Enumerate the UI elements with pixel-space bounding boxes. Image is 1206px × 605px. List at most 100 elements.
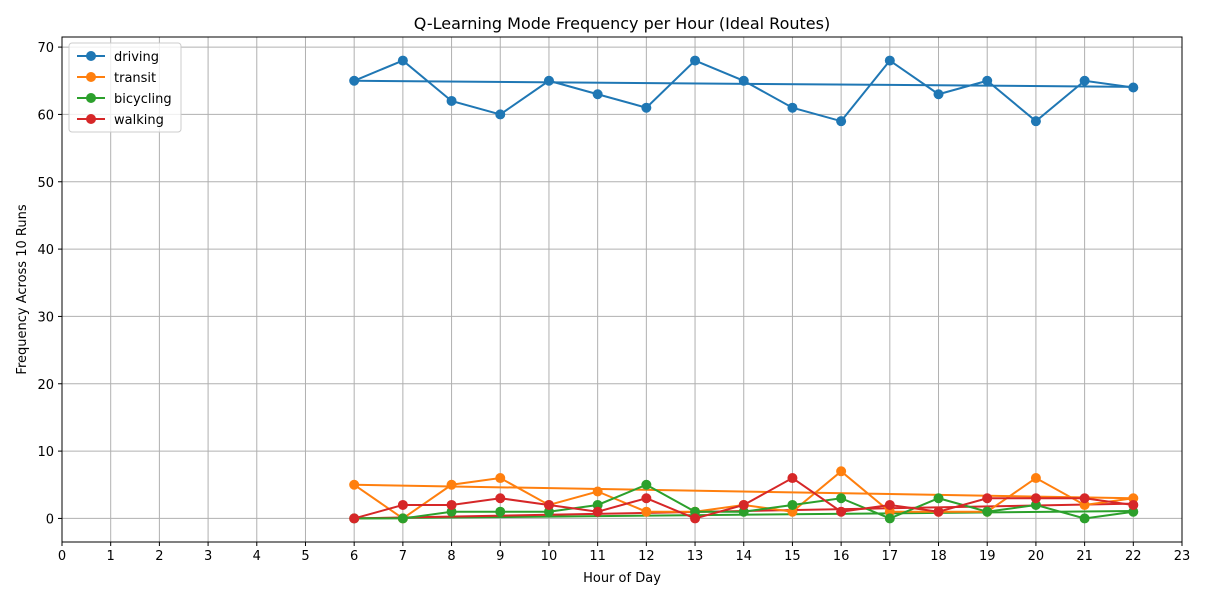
- chart-title: Q-Learning Mode Frequency per Hour (Idea…: [414, 14, 830, 33]
- walking-data-point: [787, 473, 798, 484]
- x-tick-label: 13: [687, 549, 704, 564]
- driving-data-point: [836, 116, 847, 127]
- walking-data-point: [690, 513, 701, 524]
- y-tick-label: 60: [37, 108, 54, 123]
- legend: driving transit bicycling walking: [68, 42, 182, 133]
- x-tick-label: 18: [930, 549, 947, 564]
- x-tick-label: 9: [496, 549, 504, 564]
- y-tick-label: 20: [37, 378, 54, 393]
- y-tick-label: 50: [37, 176, 54, 191]
- driving-data-point: [982, 75, 993, 86]
- walking-data-point: [884, 499, 895, 510]
- x-tick-label: 3: [204, 549, 212, 564]
- x-tick-label: 12: [638, 549, 655, 564]
- x-tick-label: 1: [107, 549, 115, 564]
- walking-data-point: [982, 493, 993, 504]
- x-tick-label: 15: [784, 549, 801, 564]
- bicycling-data-point: [933, 493, 944, 504]
- series-lines: [349, 55, 1139, 524]
- driving-data-point: [446, 95, 457, 106]
- bicycling-data-point: [641, 479, 652, 490]
- walking-data-point: [836, 506, 847, 517]
- walking-data-point: [1079, 493, 1090, 504]
- legend-swatch-marker: [86, 93, 96, 103]
- driving-data-point: [543, 75, 554, 86]
- legend-swatch-marker: [86, 51, 96, 61]
- x-tick-label: 22: [1125, 549, 1142, 564]
- transit-trend-line: [354, 483, 1134, 500]
- transit-data-point: [349, 479, 360, 490]
- driving-data-point: [884, 55, 895, 66]
- walking-data-point: [738, 499, 749, 510]
- driving-data-point: [641, 102, 652, 113]
- walking-data-point: [495, 493, 506, 504]
- legend-swatch-marker: [86, 114, 96, 124]
- driving-data-point: [495, 109, 506, 120]
- driving-data-point: [690, 55, 701, 66]
- bicycling-data-point: [836, 493, 847, 504]
- driving-data-point: [1030, 116, 1041, 127]
- transit-data-point: [836, 466, 847, 477]
- x-tick-label: 10: [541, 549, 558, 564]
- transit-data-point: [641, 506, 652, 517]
- walking-data-point: [397, 499, 408, 510]
- x-tick-label: 21: [1076, 549, 1093, 564]
- driving-data-point: [592, 89, 603, 100]
- x-tick-label: 17: [882, 549, 899, 564]
- bicycling-data-point: [787, 499, 798, 510]
- walking-data-point: [592, 506, 603, 517]
- walking-data-point: [349, 513, 360, 524]
- walking-data-point: [641, 493, 652, 504]
- bicycling-data-point: [884, 513, 895, 524]
- walking-data-point: [543, 499, 554, 510]
- driving-data-point: [787, 102, 798, 113]
- x-tick-label: 23: [1174, 549, 1191, 564]
- walking-data-point: [446, 499, 457, 510]
- y-tick-label: 0: [46, 512, 54, 527]
- walking-data-point: [1128, 499, 1139, 510]
- x-axis-label: Hour of Day: [583, 571, 661, 586]
- x-tick-label: 14: [735, 549, 752, 564]
- x-tick-label: 6: [350, 549, 358, 564]
- walking-data-point: [1030, 493, 1041, 504]
- driving-data-point: [738, 75, 749, 86]
- legend-label: bicycling: [114, 92, 172, 107]
- x-tick-label: 8: [447, 549, 455, 564]
- x-tick-label: 16: [833, 549, 850, 564]
- legend-label: walking: [114, 113, 164, 128]
- x-tick-label: 4: [253, 549, 261, 564]
- bicycling-data-point: [495, 506, 506, 517]
- driving-data-point: [349, 75, 360, 86]
- transit-data-point: [446, 479, 457, 490]
- legend-label: driving: [114, 50, 159, 65]
- legend-swatch-marker: [86, 72, 96, 82]
- x-tick-label: 0: [58, 549, 66, 564]
- x-tick-label: 2: [155, 549, 163, 564]
- x-tick-label: 5: [301, 549, 309, 564]
- bicycling-data-point: [397, 513, 408, 524]
- x-tick-label: 7: [399, 549, 407, 564]
- y-axis-label: Frequency Across 10 Runs: [15, 204, 30, 374]
- y-tick-label: 70: [37, 41, 54, 56]
- driving-data-point: [1079, 75, 1090, 86]
- bicycling-data-point: [1079, 513, 1090, 524]
- y-tick-label: 40: [37, 243, 54, 258]
- transit-data-point: [495, 473, 506, 484]
- driving-data-point: [397, 55, 408, 66]
- x-tick-label: 19: [979, 549, 996, 564]
- transit-data-point: [592, 486, 603, 497]
- plot-frame: [61, 36, 1183, 543]
- x-tick-label: 11: [589, 549, 606, 564]
- transit-data-point: [1030, 473, 1041, 484]
- y-tick-label: 10: [37, 445, 54, 460]
- bicycling-data-point: [982, 506, 993, 517]
- legend-box: [68, 42, 182, 133]
- legend-label: transit: [114, 71, 156, 86]
- y-tick-label: 30: [37, 310, 54, 325]
- driving-data-point: [1128, 82, 1139, 93]
- axis-ticks: 0 1 2 3 4 5 6 7 8 9 10 11 12 13 14 15 16 17 18 19 20 21 22 2301…: [37, 41, 1190, 564]
- x-tick-label: 20: [1028, 549, 1045, 564]
- walking-data-point: [933, 506, 944, 517]
